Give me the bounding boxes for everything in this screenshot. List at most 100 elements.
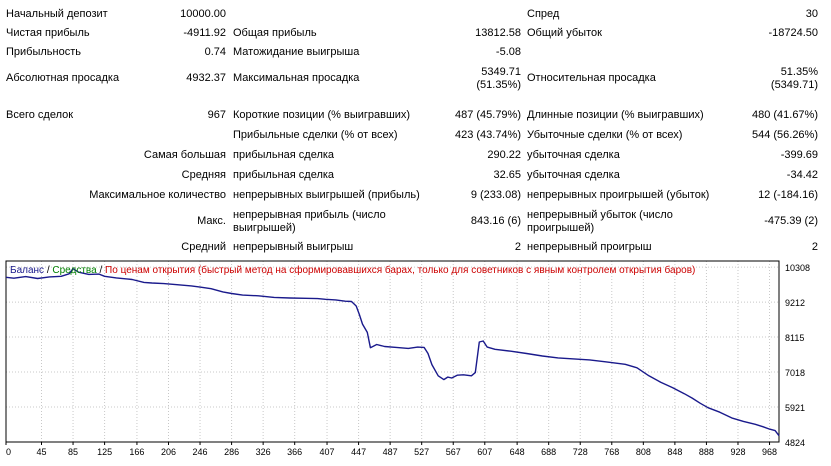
gross-profit-value: 13812.58: [475, 27, 521, 39]
x-tick-label: 286: [224, 447, 239, 457]
max-consec-loss-label-1: непрерывный убыток (число: [527, 209, 673, 221]
legend-separator: /: [44, 265, 52, 276]
series-layer: [5, 268, 780, 437]
legend-balance: Баланс: [10, 265, 44, 276]
y-tick-label: 4824: [785, 438, 805, 448]
x-tick-label: 366: [287, 447, 302, 457]
x-axis-ticks: 0 45 85 125 166 206 246 286 326 366 407 447 487 527 56…: [5, 442, 777, 457]
x-tick-label: 688: [541, 447, 556, 457]
spread-label: Спред: [527, 8, 560, 20]
max-consec-losses-label: непрерывных проигрышей (убыток): [527, 189, 710, 201]
max-consec-amount-label: Макс.: [197, 215, 226, 227]
max-consecutive-label: Максимальное количество: [89, 189, 226, 201]
x-tick-label: 848: [667, 447, 682, 457]
x-tick-label: 85: [68, 447, 78, 457]
max-consec-loss-value: -475.39 (2): [764, 215, 818, 227]
initial-deposit-value: 10000.00: [180, 8, 226, 20]
max-drawdown-label: Максимальная просадка: [233, 72, 360, 84]
avg-consec-loss-value: 2: [811, 241, 818, 253]
net-profit-label: Чистая прибыль: [6, 27, 90, 39]
chart-grid: [5, 261, 779, 443]
chart-svg: 10308 9212 8115 7018 5921 4824 0 45 85 125 166 206…: [5, 260, 810, 457]
spread-value: 30: [805, 8, 818, 20]
avg-consec-win-value: 2: [514, 241, 521, 253]
max-consec-wins-value: 9 (233.08): [470, 189, 521, 201]
y-tick-label: 8115: [785, 333, 804, 343]
x-tick-label: 567: [446, 447, 461, 457]
loss-trades-value: 544 (56.26%): [751, 129, 818, 141]
gross-profit-label: Общая прибыль: [233, 27, 317, 39]
x-tick-label: 888: [699, 447, 714, 457]
net-profit-value: -4911.92: [183, 27, 226, 39]
avg-consec-win-label: непрерывный выигрыш: [233, 241, 354, 253]
profit-trades-label: Прибыльные сделки (% от всех): [233, 129, 398, 141]
x-tick-label: 166: [129, 447, 144, 457]
rel-drawdown-percent: 51.35%: [780, 66, 818, 78]
long-positions-label: Длинные позиции (% выигравших): [527, 109, 704, 121]
y-tick-label: 7018: [785, 368, 805, 378]
max-consec-profit-label-2: выигрышей): [233, 222, 296, 234]
y-axis-ticks: 10308 9212 8115 7018 5921 4824: [785, 263, 810, 448]
max-drawdown-value: 5349.71: [481, 66, 521, 78]
x-tick-label: 607: [477, 447, 492, 457]
report-table: Начальный депозит 10000.00 Спред 30 Чист…: [6, 8, 818, 253]
max-drawdown-percent: (51.35%): [476, 79, 521, 91]
x-tick-label: 968: [762, 447, 777, 457]
max-consec-profit-label-1: непрерывная прибыль (число: [233, 209, 386, 221]
legend-equity: Средства: [52, 265, 97, 276]
long-positions-value: 480 (41.67%): [751, 109, 818, 121]
largest-label: Самая большая: [143, 149, 226, 161]
largest-profit-label: прибыльная сделка: [233, 149, 335, 161]
initial-deposit-label: Начальный депозит: [6, 8, 108, 20]
total-trades-value: 967: [207, 109, 226, 121]
profit-factor-value: 0.74: [204, 46, 226, 58]
largest-profit-value: 290.22: [487, 149, 521, 161]
average-profit-label: прибыльная сделка: [233, 169, 335, 181]
expected-payoff-value: -5.08: [495, 46, 521, 58]
x-tick-label: 326: [256, 447, 271, 457]
loss-trades-label: Убыточные сделки (% от всех): [527, 129, 683, 141]
x-tick-label: 768: [604, 447, 619, 457]
rel-drawdown-label: Относительная просадка: [527, 72, 656, 84]
profit-trades-value: 423 (43.74%): [454, 129, 521, 141]
plot-frame: [5, 260, 780, 443]
x-tick-label: 45: [36, 447, 46, 457]
legend-testing-mode: По ценам открытия (быстрый метод на сфор…: [105, 264, 695, 276]
largest-loss-label: убыточная сделка: [527, 149, 620, 161]
y-tick-label: 10308: [785, 263, 810, 273]
x-tick-label: 487: [383, 447, 398, 457]
avg-consecutive-label: Средний: [181, 241, 226, 253]
max-consec-profit-value: 843.16 (6): [470, 215, 521, 227]
expected-payoff-label: Матожидание выигрыша: [233, 46, 360, 58]
gross-loss-value: -18724.50: [768, 27, 818, 39]
balance-chart: 10308 9212 8115 7018 5921 4824 0 45 85 125 166 206…: [0, 257, 831, 463]
y-tick-label: 5921: [785, 403, 805, 413]
x-tick-label: 648: [510, 447, 525, 457]
abs-drawdown-label: Абсолютная просадка: [6, 72, 120, 84]
profit-factor-label: Прибыльность: [6, 46, 81, 58]
short-positions-label: Короткие позиции (% выигравших): [233, 109, 411, 121]
y-tick-label: 9212: [785, 298, 805, 308]
average-loss-label: убыточная сделка: [527, 169, 620, 181]
max-consec-loss-label-2: проигрышей): [527, 222, 595, 234]
x-tick-label: 808: [636, 447, 651, 457]
average-loss-value: -34.42: [786, 169, 818, 181]
x-tick-label: 928: [730, 447, 745, 457]
average-label: Средняя: [181, 169, 226, 181]
max-consec-losses-value: 12 (-184.16): [758, 189, 818, 201]
x-tick-label: 728: [573, 447, 588, 457]
max-consec-wins-label: непрерывных выигрышей (прибыль): [233, 189, 420, 201]
chart-legend: Баланс / Средства / По ценам открытия (б…: [10, 264, 695, 276]
abs-drawdown-value: 4932.37: [186, 72, 226, 84]
gross-loss-label: Общий убыток: [527, 27, 602, 39]
x-tick-label: 0: [6, 447, 11, 457]
x-tick-label: 246: [193, 447, 208, 457]
total-trades-label: Всего сделок: [6, 109, 74, 121]
short-positions-value: 487 (45.79%): [454, 109, 521, 121]
legend-separator: /: [97, 265, 105, 276]
x-tick-label: 206: [161, 447, 176, 457]
rel-drawdown-value: (5349.71): [770, 79, 818, 91]
balance-line: [5, 268, 780, 437]
x-tick-label: 447: [351, 447, 366, 457]
average-profit-value: 32.65: [493, 169, 521, 181]
